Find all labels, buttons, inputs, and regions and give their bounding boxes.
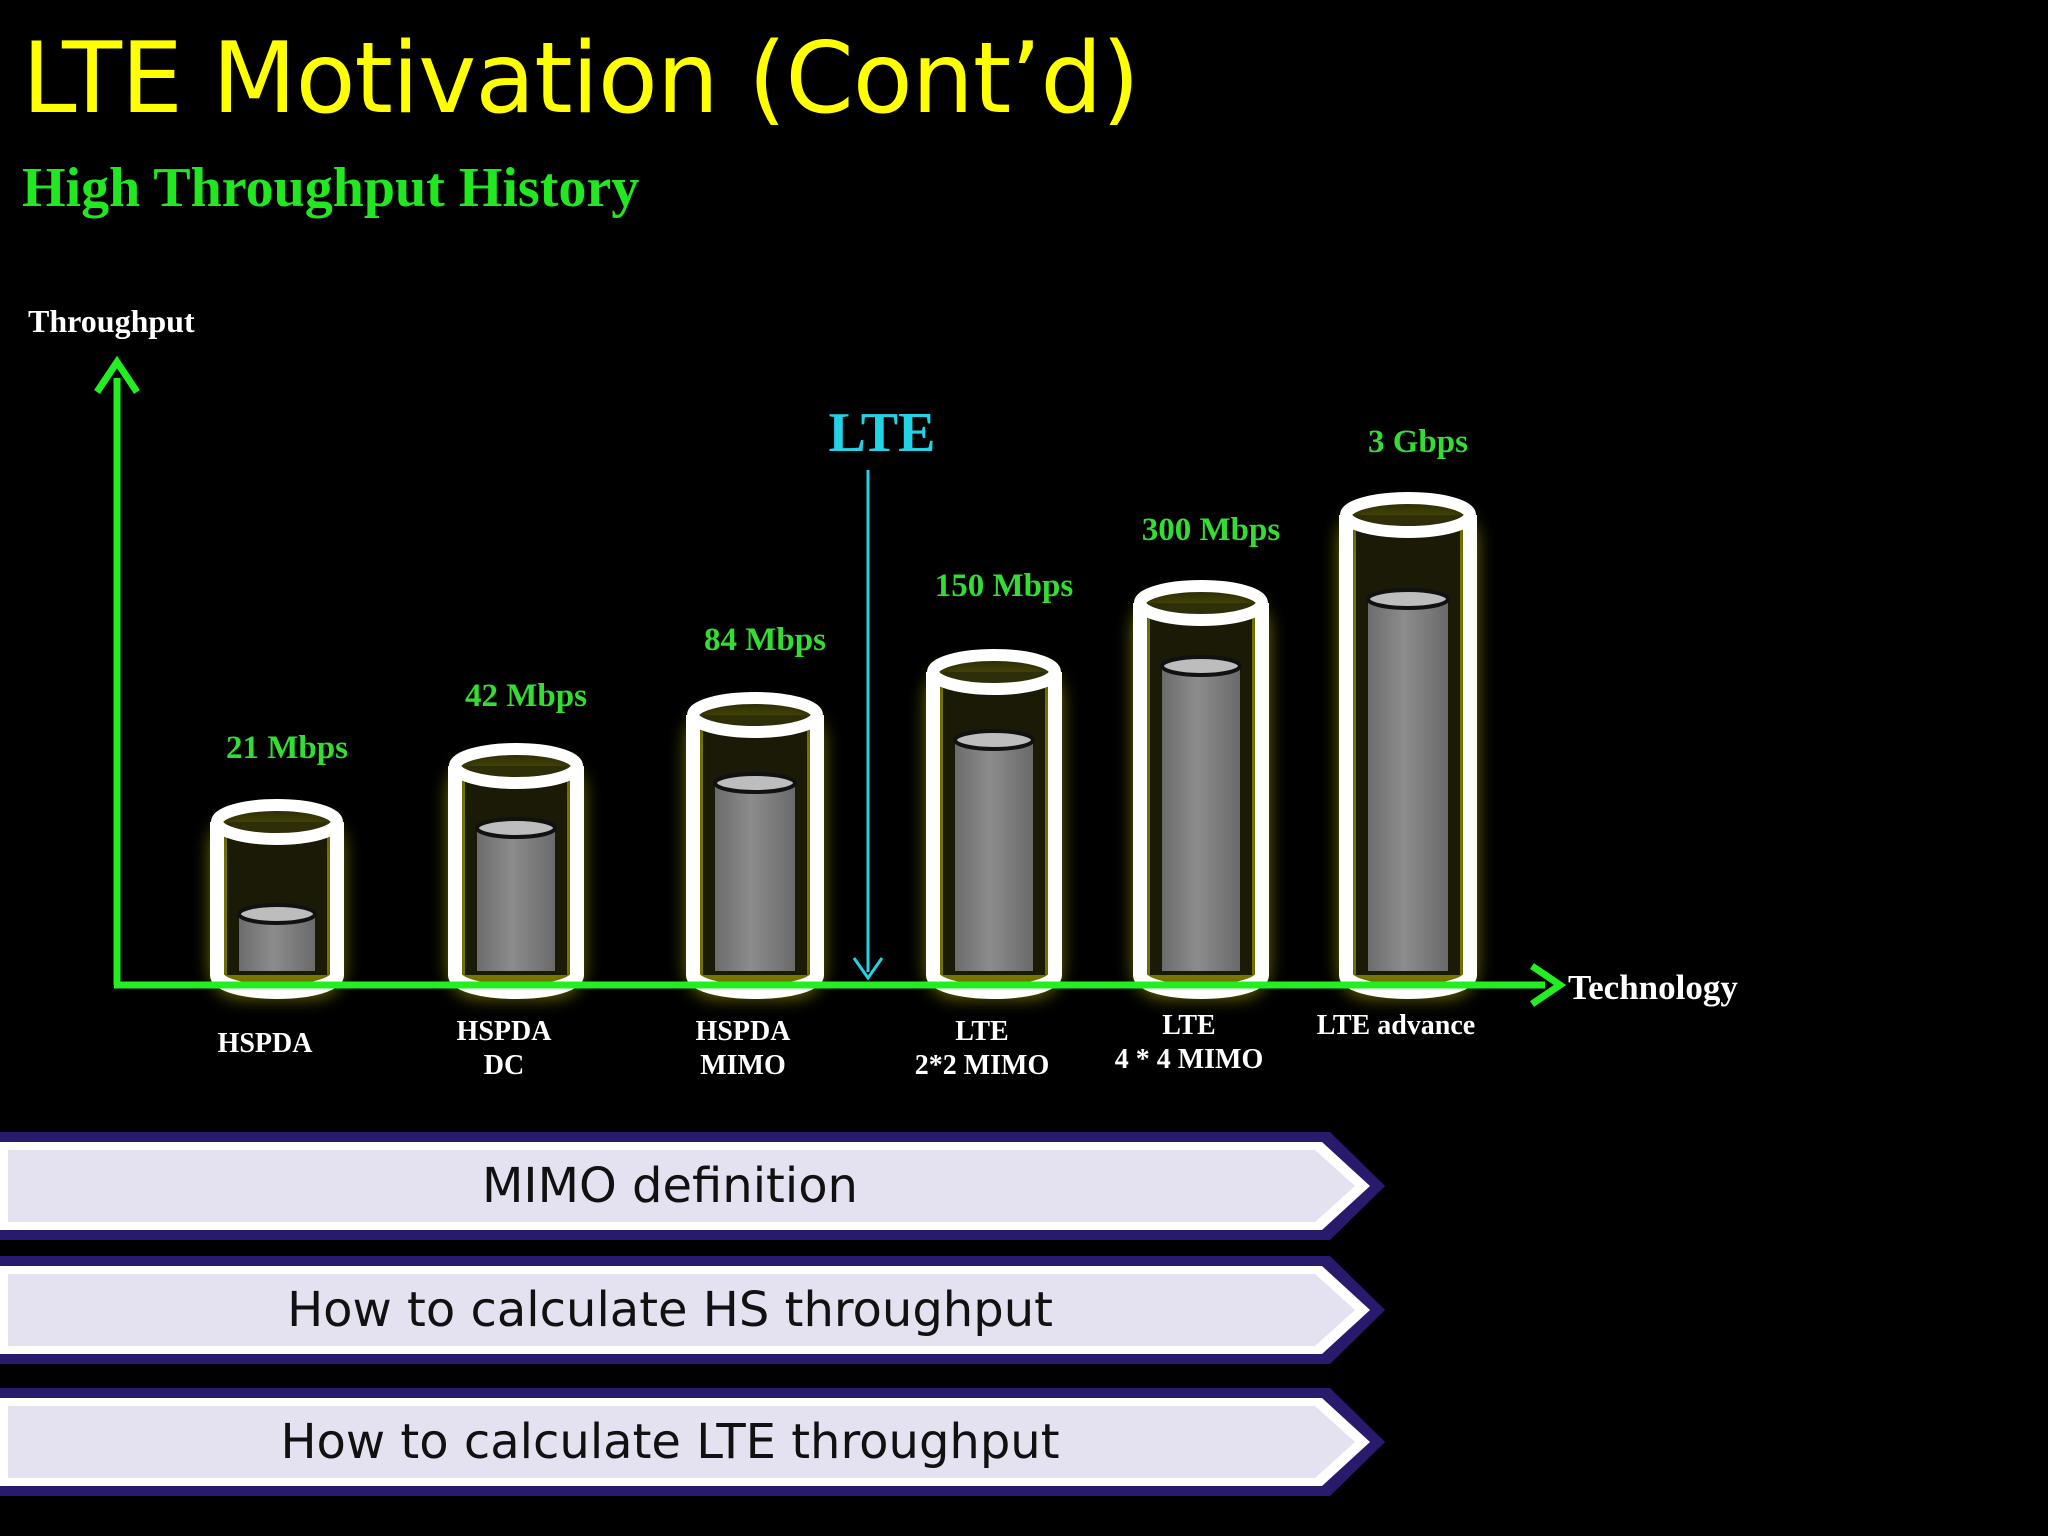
category-label: MIMO (700, 1050, 786, 1081)
value-label: 3 Gbps (1368, 424, 1468, 460)
category-label: LTE advance (1317, 1010, 1475, 1041)
cylinder-top (687, 692, 823, 738)
value-label: 150 Mbps (935, 568, 1074, 604)
category-label: HSPDA (457, 1016, 553, 1047)
value-label: 42 Mbps (465, 678, 587, 714)
nav-arrow-button[interactable]: How to calculate HS throughput (0, 1256, 1390, 1364)
lte-marker-arrowhead (852, 957, 884, 981)
category-label: 2*2 MIMO (915, 1050, 1050, 1081)
cylinder-bar (1133, 580, 1269, 999)
cylinder-fill-top (1366, 588, 1450, 610)
cylinder-fill (1368, 599, 1448, 971)
category-label: 4 * 4 MIMO (1115, 1044, 1264, 1075)
category-label: HSPDA (696, 1016, 792, 1047)
cylinder-top (449, 743, 583, 789)
cylinder-outline (210, 822, 344, 999)
slide-subtitle: High Throughput History (22, 157, 640, 219)
value-label: 21 Mbps (226, 730, 348, 766)
cylinder-bar (210, 799, 344, 999)
cylinder-top (1134, 580, 1268, 626)
nav-arrow-label: How to calculate HS throughput (287, 1282, 1053, 1338)
cylinder-bar (926, 649, 1062, 999)
category-label: LTE (955, 1016, 1008, 1047)
category-label: DC (484, 1050, 524, 1081)
cylinder-fill-top (1160, 655, 1242, 677)
cylinder-fill-top (475, 817, 557, 839)
cylinder-bar (1339, 492, 1477, 999)
lte-marker-label: LTE (829, 402, 936, 464)
cylinder-fill (477, 828, 555, 971)
category-label: HSPDA (218, 1028, 314, 1059)
nav-arrow-button[interactable]: MIMO definition (0, 1132, 1390, 1240)
arrow-shape (0, 1132, 1385, 1240)
category-label: LTE (1162, 1010, 1215, 1041)
cylinder-outline (1133, 603, 1269, 999)
slide-title: LTE Motivation (Cont’d) (22, 22, 1140, 136)
cylinder-outline (1339, 515, 1477, 999)
cylinder-fill (715, 783, 795, 971)
cylinder-fill (1162, 666, 1240, 971)
cylinder-fill-top (953, 729, 1035, 751)
cylinder-outline (686, 715, 824, 999)
arrow-face (8, 1406, 1355, 1478)
arrow-shape (0, 1388, 1385, 1496)
arrow-face (8, 1274, 1355, 1346)
nav-arrow-label: How to calculate LTE throughput (280, 1414, 1060, 1470)
cylinder-bar (686, 692, 824, 999)
cylinder-outline (926, 672, 1062, 999)
cylinder-outline (448, 766, 584, 999)
x-axis-arrowhead (1530, 963, 1567, 1007)
cylinder-fill-top (713, 772, 797, 794)
y-axis-arrowhead (94, 355, 140, 394)
nav-arrow-button[interactable]: How to calculate LTE throughput (0, 1388, 1390, 1496)
cylinder-bar (448, 743, 584, 999)
y-axis-label: Throughput (28, 303, 195, 339)
value-label: 84 Mbps (704, 622, 826, 658)
arrow-shape (0, 1256, 1385, 1364)
nav-arrow-label: MIMO definition (482, 1158, 858, 1214)
cylinder-top (211, 799, 343, 845)
arrow-face (8, 1150, 1355, 1222)
cylinder-top (1340, 492, 1476, 538)
x-axis-label: Technology (1568, 968, 1738, 1007)
cylinder-top (927, 649, 1061, 695)
cylinder-fill (955, 740, 1033, 971)
value-label: 300 Mbps (1142, 512, 1281, 548)
cylinder-fill-top (237, 903, 317, 925)
